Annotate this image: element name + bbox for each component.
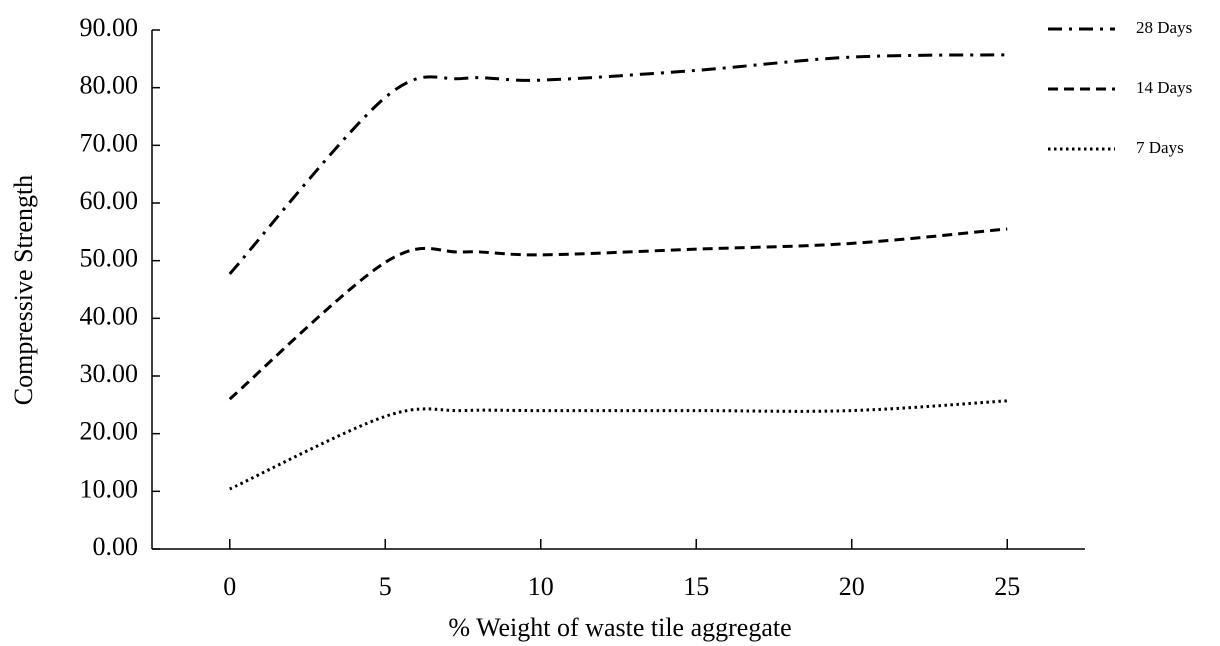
y-tick-label: 60.00 xyxy=(80,186,139,215)
line xyxy=(230,229,1008,399)
x-tick-label: 25 xyxy=(994,572,1020,601)
y-tick-label: 40.00 xyxy=(80,301,139,330)
x-tick-label: 15 xyxy=(683,572,709,601)
y-axis-title: Compressive Strength xyxy=(9,175,38,405)
x-tick-label: 10 xyxy=(528,572,554,601)
x-tick-label: 20 xyxy=(839,572,865,601)
line xyxy=(230,401,1008,489)
y-tick-label: 0.00 xyxy=(93,532,139,561)
legend-label: 14 Days xyxy=(1136,78,1192,97)
y-tick-label: 50.00 xyxy=(80,244,139,273)
x-axis-title: % Weight of waste tile aggregate xyxy=(448,613,791,642)
line xyxy=(230,55,1008,274)
legend-label: 7 Days xyxy=(1136,138,1184,157)
y-tick-label: 30.00 xyxy=(80,359,139,388)
x-tick-label: 0 xyxy=(223,572,236,601)
x-tick-label: 5 xyxy=(379,572,392,601)
legend-label: 28 Days xyxy=(1136,18,1192,37)
chart: % Weight of waste tile aggregate Compres… xyxy=(0,0,1220,646)
y-tick-label: 80.00 xyxy=(80,71,139,100)
y-tick-label: 70.00 xyxy=(80,128,139,157)
y-tick-label: 20.00 xyxy=(80,417,139,446)
y-tick-label: 10.00 xyxy=(80,474,139,503)
y-tick-label: 90.00 xyxy=(80,13,139,42)
